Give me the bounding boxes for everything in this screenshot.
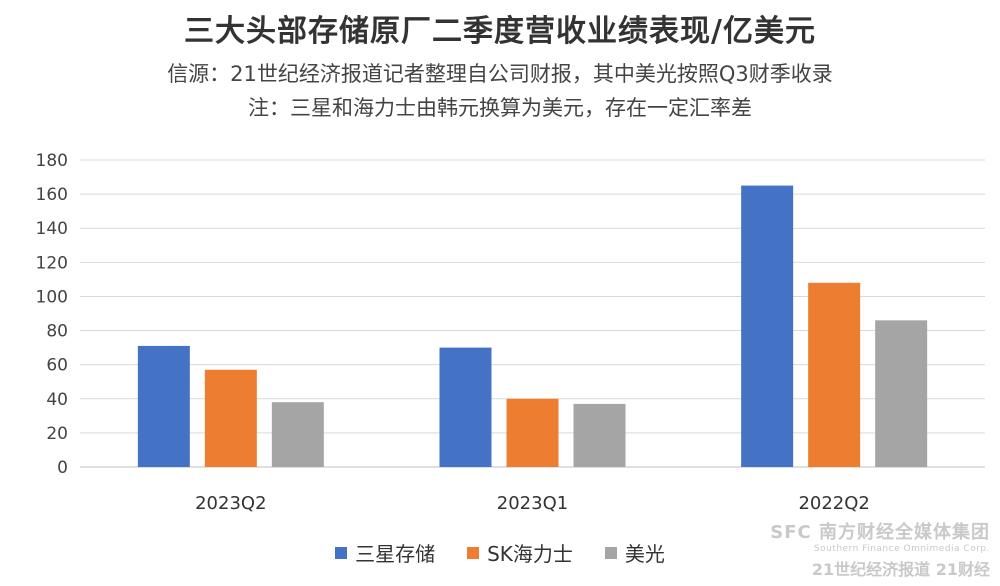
chart-title: 三大头部存储原厂二季度营收业绩表现/亿美元 <box>184 14 816 49</box>
legend-item-micron: 美光 <box>604 538 665 567</box>
y-tick-label: 100 <box>36 287 68 307</box>
watermark-line2: Southern Finance Omnimedia Corp. <box>813 544 990 554</box>
legend-label-sk-hynix: SK海力士 <box>487 542 573 566</box>
watermark-line1: SFC 南方财经全媒体集团 <box>770 522 990 543</box>
legend-swatch-samsung <box>335 546 348 559</box>
y-tick-label: 60 <box>46 356 68 376</box>
bar-samsung <box>137 345 190 467</box>
legend-item-samsung: 三星存储 <box>335 538 435 567</box>
bar-sk-hynix <box>808 282 861 467</box>
bar-samsung <box>439 347 492 467</box>
legend-swatch-micron <box>604 546 617 559</box>
y-tick-label: 80 <box>46 322 68 342</box>
bar-micron <box>271 402 324 467</box>
y-tick-label: 160 <box>36 185 68 205</box>
bar-micron <box>875 320 928 467</box>
y-tick-label: 20 <box>46 424 68 444</box>
y-tick-label: 40 <box>46 390 68 410</box>
legend-label-samsung: 三星存储 <box>355 542 436 566</box>
y-tick-label: 0 <box>57 458 68 478</box>
chart-source-note: 信源：21世纪经济报道记者整理自公司财报，其中美光按照Q3财季收录 <box>167 62 833 86</box>
bar-sk-hynix <box>506 398 559 467</box>
bar-micron <box>573 403 626 467</box>
chart-exchange-note: 注：三星和海力士由韩元换算为美元，存在一定汇率差 <box>248 96 752 120</box>
bar-sk-hynix <box>204 369 257 467</box>
y-tick-label: 120 <box>36 253 68 273</box>
publisher-watermark: SFC 南方财经全媒体集团 Southern Finance Omnimedia… <box>770 518 990 580</box>
legend-label-micron: 美光 <box>624 542 665 566</box>
bar-samsung <box>741 185 794 468</box>
legend-swatch-sk-hynix <box>467 546 480 559</box>
x-category-label: 2023Q1 <box>497 493 568 514</box>
y-tick-label: 140 <box>36 219 68 239</box>
x-category-label: 2023Q2 <box>195 493 266 514</box>
x-category-label: 2022Q2 <box>798 493 869 514</box>
legend-item-sk-hynix: SK海力士 <box>467 538 573 567</box>
watermark-line3: 21世纪经济报道 21财经 <box>811 560 990 579</box>
y-tick-label: 180 <box>36 151 68 171</box>
chart-legend: 三星存储 SK海力士 美光 <box>0 538 1000 567</box>
